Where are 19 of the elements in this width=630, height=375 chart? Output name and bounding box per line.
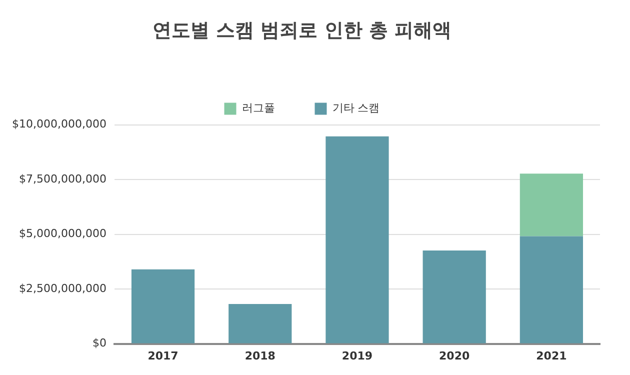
x-tick-label: 2021 <box>536 349 567 362</box>
x-tick-label: 2019 <box>342 349 373 362</box>
bar <box>520 174 584 236</box>
legend-label: 기타 스캠 <box>332 102 380 115</box>
bar <box>131 269 195 344</box>
bar <box>228 304 292 344</box>
legend-label: 러그풀 <box>242 102 275 115</box>
y-tick-label: $7,500,000,000 <box>18 172 106 186</box>
y-tick-label: $5,000,000,000 <box>18 227 106 240</box>
x-tick-label: 2020 <box>439 349 470 362</box>
y-tick-label: $10,000,000,000 <box>12 118 106 131</box>
bar <box>422 250 486 344</box>
x-tick-label: 2017 <box>148 349 178 362</box>
bar <box>326 136 389 344</box>
bar <box>520 236 584 344</box>
y-tick-label: $2,500,000,000 <box>18 282 106 295</box>
y-tick-label: $0 <box>92 336 106 350</box>
chart-title: 연도별 스캠 범죄로 인한 총 피해액 <box>152 19 452 42</box>
x-tick-label: 2018 <box>244 349 276 362</box>
